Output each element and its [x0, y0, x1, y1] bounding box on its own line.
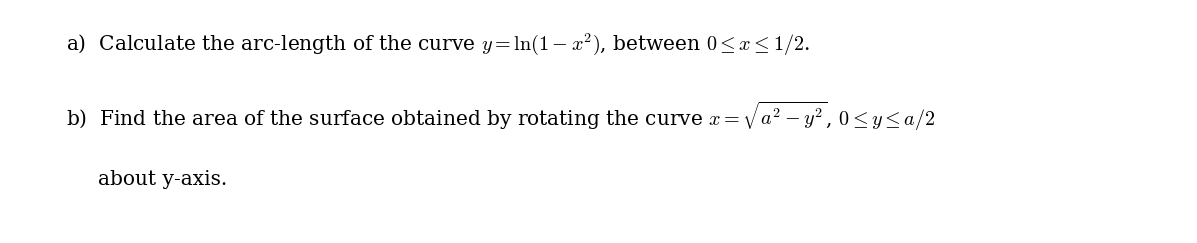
Text: a)  Calculate the arc-length of the curve $y = \ln(1 - x^2)$, between $0 \leq x : a) Calculate the arc-length of the curve…: [66, 31, 809, 57]
Text: b)  Find the area of the surface obtained by rotating the curve $x = \sqrt{a^2 -: b) Find the area of the surface obtained…: [66, 100, 935, 133]
Text: about y-axis.: about y-axis.: [98, 170, 227, 189]
